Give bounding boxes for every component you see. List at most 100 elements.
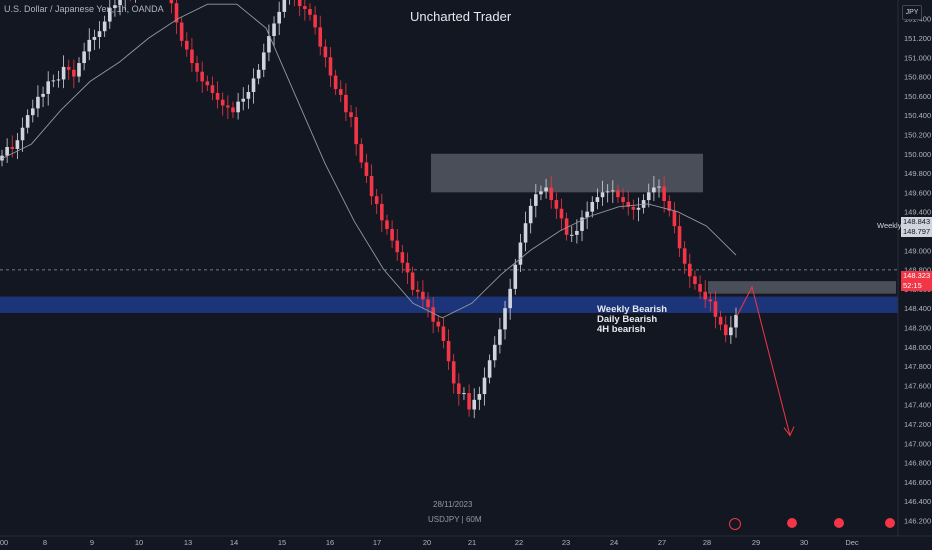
candle-body (226, 105, 230, 108)
price-tick-label: 150.000 (904, 150, 931, 159)
bar-countdown: 52:15 (903, 281, 922, 290)
price-tick-label: 151.000 (904, 53, 931, 62)
candle-body (539, 191, 543, 195)
candle-body (190, 49, 194, 64)
candle-body (405, 262, 410, 273)
time-tick-label: 20 (423, 538, 431, 547)
candle-body (308, 9, 312, 15)
candle-body (87, 39, 92, 52)
candle-body (482, 377, 487, 395)
calendar-flag-icon[interactable] (787, 518, 797, 528)
candle-body (713, 301, 718, 317)
candle-body (41, 93, 45, 97)
candle-body (174, 3, 179, 23)
candle-body (616, 190, 620, 198)
candle-body (518, 242, 523, 265)
candle-body (102, 21, 107, 32)
candle-body (528, 205, 533, 224)
price-tick-label: 147.000 (904, 439, 931, 448)
price-tick-label: 150.200 (904, 130, 931, 139)
candle-body (92, 36, 97, 40)
candle-body (446, 340, 451, 362)
time-tick-label: 14 (230, 538, 238, 547)
price-tick-label: 148.000 (904, 343, 931, 352)
supply-zone (431, 153, 703, 193)
candle-body (303, 6, 307, 9)
currency-badge[interactable]: JPY (902, 5, 922, 20)
candle-body (652, 187, 656, 193)
candle-body (503, 308, 507, 330)
time-tick-label: 23 (562, 538, 570, 547)
candle-body (631, 206, 636, 210)
price-tick-label: 149.600 (904, 188, 931, 197)
candle-body (667, 201, 672, 211)
candle-body (369, 175, 374, 197)
candle-body (61, 66, 66, 80)
candle-body (605, 191, 610, 193)
candle-body (585, 211, 589, 218)
candle-body (72, 69, 76, 77)
calendar-flag-icon[interactable] (834, 518, 844, 528)
candle-body (241, 98, 246, 102)
price-tick-label: 149.000 (904, 246, 931, 255)
price-tag-level: 148.797 (901, 227, 932, 237)
candle-body (534, 194, 538, 206)
candle-body (179, 22, 184, 41)
candle-body (374, 196, 379, 204)
candle-body (51, 80, 56, 82)
last-price-value: 148.323 (903, 271, 931, 280)
candle-body (272, 23, 276, 37)
candle-body (462, 393, 466, 395)
time-tick-label: :00 (0, 538, 8, 547)
candle-body (472, 399, 477, 410)
brand-watermark: Uncharted Trader (410, 9, 512, 24)
candle-body (338, 89, 343, 95)
candle-body (205, 81, 210, 86)
candle-body (677, 226, 682, 249)
time-tick-label: 21 (468, 538, 476, 547)
projection-arrowhead (783, 426, 795, 437)
time-tick-label: 24 (610, 538, 618, 547)
price-tick-label: 147.200 (904, 420, 931, 429)
symbol-title[interactable]: U.S. Dollar / Japanese Yen, 1h, OANDA (4, 4, 164, 14)
price-tick-label: 150.800 (904, 73, 931, 82)
time-tick-label: 22 (515, 538, 523, 547)
candle-body (688, 263, 692, 277)
retest-zone (708, 281, 896, 294)
candle-body (359, 144, 364, 163)
price-tick-label: 148.200 (904, 323, 931, 332)
candle-body (600, 192, 605, 198)
price-tick-label: 150.400 (904, 111, 931, 120)
watermark-date: 28/11/2023 (433, 500, 473, 509)
candle-body (729, 327, 733, 336)
candle-body (698, 284, 702, 292)
candle-body (513, 264, 518, 289)
time-tick-label: Dec (845, 538, 859, 547)
candle-body (267, 36, 271, 53)
candle-body (682, 248, 687, 264)
price-tick-label: 146.800 (904, 459, 931, 468)
candle-body (5, 146, 9, 156)
candle-body (200, 71, 204, 82)
candle-body (611, 190, 615, 192)
bias-note-4h: 4H bearish (597, 324, 646, 335)
time-tick-label: 30 (800, 538, 808, 547)
time-tick-label: 13 (184, 538, 192, 547)
candle-body (549, 187, 554, 201)
candle-body (672, 210, 677, 227)
time-tick-label: 15 (278, 538, 286, 547)
candle-body (344, 94, 348, 113)
candle-body (498, 329, 502, 345)
candle-body (390, 229, 394, 241)
candle-body (0, 155, 4, 161)
candle-body (693, 276, 697, 285)
last-price-tag: 148.323 52:15 (901, 271, 932, 291)
calendar-flag-icon[interactable] (885, 518, 895, 528)
candle-body (195, 63, 199, 72)
bias-notes: Weekly Bearish Daily Bearish 4H bearish (597, 305, 667, 335)
time-tick-label: 29 (752, 538, 760, 547)
lightning-icon[interactable] (729, 518, 741, 530)
candle-body (385, 220, 389, 230)
